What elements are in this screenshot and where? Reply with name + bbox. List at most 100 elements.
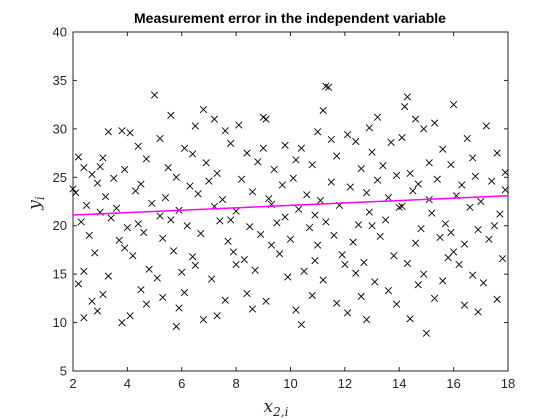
- data-point: [161, 194, 170, 202]
- data-point: [477, 197, 485, 206]
- data-point: [474, 225, 482, 234]
- data-point: [417, 225, 425, 233]
- data-point: [85, 231, 93, 240]
- data-point: [142, 155, 151, 163]
- data-point: [221, 127, 229, 135]
- data-point: [80, 163, 88, 172]
- data-point: [352, 269, 360, 277]
- data-point: [189, 253, 197, 261]
- data-point: [134, 220, 142, 228]
- data-point: [243, 289, 251, 298]
- data-point: [180, 144, 189, 152]
- data-point: [191, 122, 199, 130]
- data-point: [297, 320, 305, 329]
- data-point: [357, 292, 365, 301]
- data-point: [281, 213, 289, 221]
- data-point: [384, 286, 392, 295]
- data-point: [439, 145, 447, 153]
- data-point: [189, 150, 197, 158]
- data-point: [110, 174, 118, 182]
- data-point: [311, 256, 319, 265]
- data-point: [278, 181, 286, 189]
- data-point: [469, 154, 477, 162]
- data-point: [398, 133, 406, 142]
- data-point: [232, 207, 240, 215]
- data-point: [292, 306, 300, 314]
- data-point: [180, 288, 189, 297]
- data-point: [104, 128, 112, 136]
- data-point: [183, 222, 191, 230]
- data-point: [292, 156, 300, 164]
- data-point: [284, 273, 292, 281]
- data-point: [164, 163, 172, 172]
- data-point: [314, 241, 322, 249]
- data-point: [460, 301, 469, 309]
- data-point: [365, 208, 373, 216]
- x-tick-label: 8: [233, 376, 240, 391]
- data-point: [121, 165, 129, 174]
- data-point: [178, 268, 186, 276]
- data-point: [172, 322, 180, 331]
- data-point: [319, 276, 327, 284]
- data-point: [169, 247, 178, 255]
- data-point: [433, 175, 441, 183]
- data-point: [430, 294, 439, 302]
- x-axis-ticks: 2 4 6 8 10 12 14 16 18: [69, 32, 515, 391]
- data-point: [213, 169, 221, 178]
- data-point: [360, 258, 368, 267]
- data-point: [343, 131, 352, 139]
- data-point: [430, 119, 439, 127]
- data-point: [248, 305, 257, 313]
- data-point: [330, 231, 338, 240]
- data-point: [148, 199, 156, 208]
- data-point: [450, 248, 458, 256]
- data-point: [254, 158, 262, 166]
- data-point: [303, 191, 311, 199]
- data-point: [363, 316, 371, 324]
- data-point: [346, 183, 354, 191]
- data-point: [501, 186, 509, 194]
- data-point: [474, 308, 482, 316]
- x-tick-label: 16: [446, 376, 460, 391]
- y-tick-label: 20: [53, 218, 67, 233]
- data-point: [145, 265, 153, 273]
- data-point: [80, 267, 88, 275]
- data-point: [208, 275, 216, 283]
- chart-title: Measurement error in the independent var…: [134, 10, 446, 26]
- data-point: [414, 180, 422, 188]
- data-point: [425, 159, 433, 167]
- data-point: [436, 233, 444, 241]
- data-point: [319, 106, 327, 115]
- data-point: [333, 152, 341, 160]
- data-point: [123, 224, 131, 232]
- data-point: [371, 278, 379, 286]
- data-point: [262, 297, 270, 305]
- data-point: [88, 297, 96, 305]
- data-point: [460, 240, 469, 248]
- data-point: [352, 137, 360, 146]
- data-point: [365, 124, 373, 132]
- data-point: [246, 223, 254, 231]
- y-axis-label: yi: [25, 196, 47, 211]
- data-point: [199, 316, 208, 324]
- data-point: [373, 176, 382, 184]
- data-point: [482, 122, 490, 130]
- y-axis-label-base: y: [25, 200, 45, 211]
- data-point: [447, 228, 455, 237]
- data-point: [322, 218, 330, 226]
- data-point: [411, 115, 420, 123]
- data-point: [251, 266, 259, 274]
- data-point: [308, 291, 316, 300]
- data-point: [270, 165, 278, 174]
- data-point: [210, 115, 218, 123]
- plot-box: [72, 31, 509, 372]
- y-axis-label-subscript: i: [33, 196, 47, 200]
- data-point: [159, 293, 167, 302]
- data-point: [493, 149, 501, 157]
- data-point: [305, 224, 314, 232]
- data-point: [384, 194, 392, 202]
- data-point: [167, 111, 175, 119]
- data-point: [398, 202, 406, 210]
- data-point: [333, 299, 341, 307]
